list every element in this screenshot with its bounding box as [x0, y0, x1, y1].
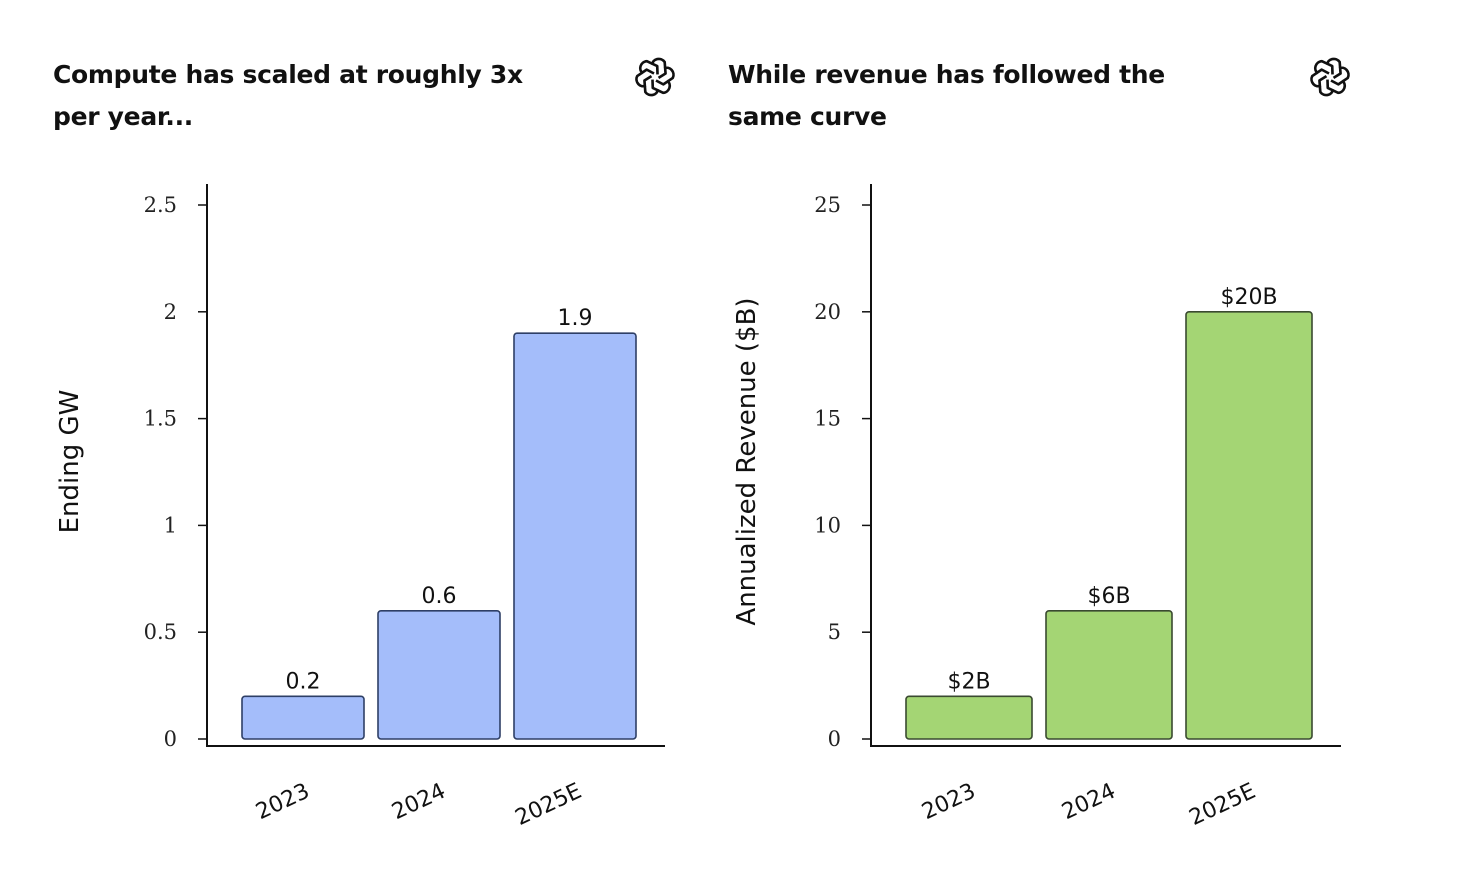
y-axis-title: Annualized Revenue ($B) — [732, 297, 762, 625]
x-tick-label: 2024 — [1058, 779, 1119, 825]
data-label: 0.6 — [422, 584, 457, 609]
bar-2025E — [1185, 310, 1313, 740]
y-tick-label: 15 — [814, 407, 841, 431]
x-tick-label: 2025E — [512, 779, 586, 831]
y-tick-label: 20 — [814, 300, 841, 324]
y-tick-label: 5 — [828, 620, 841, 644]
y-tick-label: 2.5 — [144, 193, 177, 217]
x-tick-label: 2023 — [918, 779, 979, 825]
bar-2023 — [905, 695, 1033, 740]
bar-2024 — [1045, 610, 1173, 740]
openai-logo-icon — [1308, 57, 1352, 97]
y-tick-label: 0 — [164, 727, 177, 751]
data-label: 0.2 — [286, 669, 321, 694]
compute-bar-chart: 0 0.5 1 1.5 2 2.5 Ending GW 0.2 2023 0.6 2024 1.9 20… — [55, 184, 665, 831]
compute-chart-panel: Compute has scaled at roughly 3x per yea… — [53, 57, 677, 831]
bar-2025E — [513, 332, 637, 740]
y-tick-label: 25 — [814, 193, 841, 217]
revenue-bar-chart: 0 5 10 15 20 25 Annualized Revenue ($B) $2B 2023… — [732, 184, 1341, 831]
data-label: $2B — [947, 669, 990, 694]
y-tick-label: 1.5 — [144, 407, 177, 431]
y-tick-label: 0.5 — [144, 620, 177, 644]
data-label: 1.9 — [558, 306, 593, 331]
x-tick-label: 2023 — [252, 779, 313, 825]
revenue-chart-panel: While revenue has followed the same curv… — [728, 0, 1482, 894]
x-tick-label: 2025E — [1186, 779, 1260, 831]
data-label: $6B — [1087, 584, 1130, 609]
chart-title: Compute has scaled at roughly 3x per yea… — [53, 60, 523, 131]
x-tick-label: 2024 — [388, 779, 449, 825]
data-label: $20B — [1220, 285, 1277, 310]
chart-title: While revenue has followed the same curv… — [728, 60, 1165, 131]
y-tick-label: 0 — [828, 727, 841, 751]
y-tick-label: 2 — [164, 300, 177, 324]
y-axis-title: Ending GW — [55, 390, 85, 534]
bar-2024 — [377, 610, 501, 740]
openai-logo-icon — [633, 57, 677, 97]
y-tick-label: 1 — [164, 513, 177, 537]
y-tick-label: 10 — [814, 513, 841, 537]
bar-2023 — [241, 695, 365, 740]
